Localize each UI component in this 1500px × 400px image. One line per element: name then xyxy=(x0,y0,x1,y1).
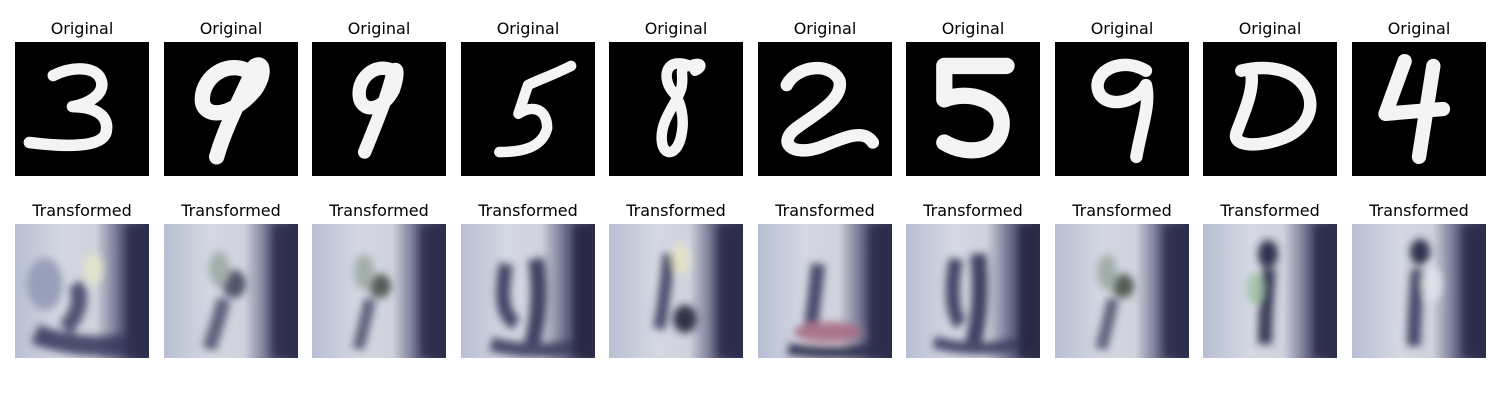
transformed-image xyxy=(312,224,446,358)
original-digit-image xyxy=(15,42,149,176)
original-title: Original xyxy=(199,19,263,38)
original-digit-image xyxy=(1352,42,1486,176)
original-title: Original xyxy=(941,19,1005,38)
transformed-image xyxy=(1055,224,1189,358)
original-title: Original xyxy=(793,19,857,38)
original-title: Original xyxy=(1090,19,1154,38)
original-title: Original xyxy=(347,19,411,38)
original-digit-image xyxy=(1203,42,1337,176)
transformed-title: Transformed xyxy=(1072,201,1172,220)
transformed-title: Transformed xyxy=(626,201,726,220)
original-digit-image xyxy=(906,42,1040,176)
transformed-image xyxy=(1203,224,1337,358)
original-title: Original xyxy=(1238,19,1302,38)
transformed-title: Transformed xyxy=(923,201,1023,220)
transformed-image xyxy=(461,224,595,358)
transformed-title: Transformed xyxy=(1369,201,1469,220)
transformed-image xyxy=(1352,224,1486,358)
transformed-image xyxy=(164,224,298,358)
original-title: Original xyxy=(496,19,560,38)
transformed-title: Transformed xyxy=(32,201,132,220)
transformed-image xyxy=(906,224,1040,358)
transformed-title: Transformed xyxy=(1220,201,1320,220)
transformed-image xyxy=(15,224,149,358)
original-digit-image xyxy=(609,42,743,176)
transformed-title: Transformed xyxy=(775,201,875,220)
original-digit-image xyxy=(1055,42,1189,176)
original-title: Original xyxy=(1387,19,1451,38)
transformed-title: Transformed xyxy=(478,201,578,220)
original-digit-image xyxy=(312,42,446,176)
transformed-title: Transformed xyxy=(181,201,281,220)
original-digit-image xyxy=(164,42,298,176)
original-title: Original xyxy=(644,19,708,38)
transformed-image xyxy=(758,224,892,358)
original-digit-image xyxy=(758,42,892,176)
original-title: Original xyxy=(50,19,114,38)
transformed-title: Transformed xyxy=(329,201,429,220)
original-digit-image xyxy=(461,42,595,176)
transformed-image xyxy=(609,224,743,358)
